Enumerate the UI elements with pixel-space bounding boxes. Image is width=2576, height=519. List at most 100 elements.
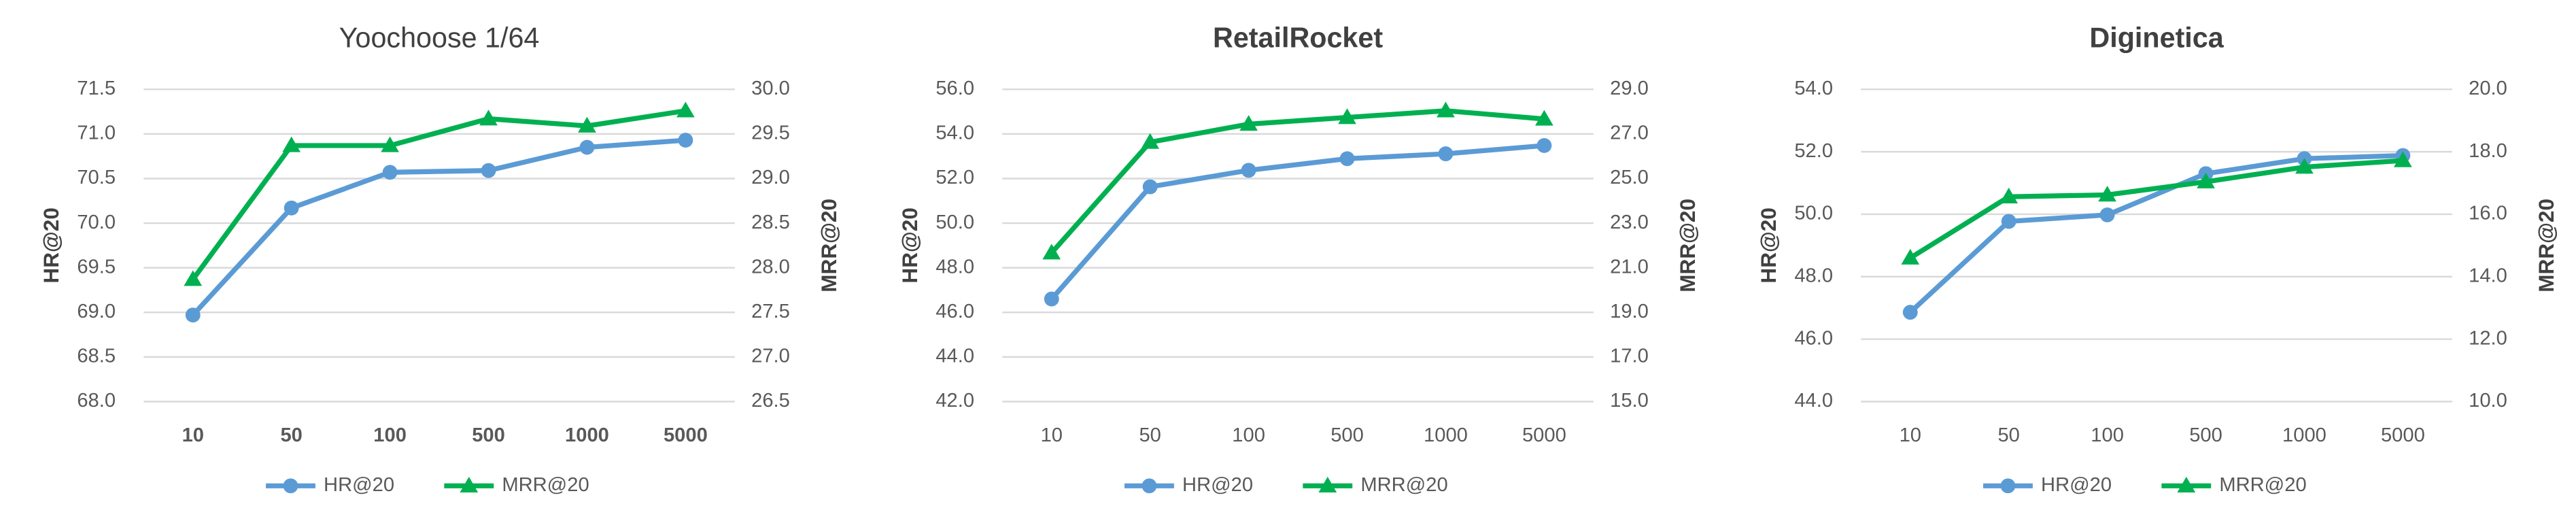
- y-tick-label: 71.5: [77, 78, 116, 99]
- series-line: [190, 108, 686, 281]
- series-line: [1050, 143, 1545, 301]
- y-tick-label: 68.0: [77, 390, 116, 412]
- y2-tick-label: 25.0: [1610, 167, 1649, 188]
- y2-tick-label: 28.5: [751, 212, 790, 233]
- y2-tick-label: 30.0: [751, 78, 790, 99]
- chart: Yoochoose 1/64 68.0 68.5 69.0 69.5 70.0 70.5 71…: [39, 22, 841, 496]
- marker: [1535, 110, 1553, 126]
- legend-label: MRR@20: [2219, 474, 2306, 496]
- marker: [185, 307, 201, 323]
- y-axis-title: HR@20: [897, 207, 922, 283]
- x-tick-label: 10: [1041, 424, 1063, 446]
- legend-label: HR@20: [2041, 474, 2112, 496]
- y-tick-label: 54.0: [1794, 78, 1833, 99]
- marker: [2394, 151, 2412, 167]
- y-tick-label: 50.0: [1794, 203, 1833, 224]
- y2-tick-label: 16.0: [2469, 203, 2507, 224]
- legend-label: MRR@20: [1360, 474, 1447, 496]
- y2-tick-label: 12.0: [2469, 327, 2507, 349]
- marker: [1999, 187, 2019, 203]
- y-tick-label: 44.0: [1794, 390, 1833, 412]
- x-tick-label: 50: [280, 424, 302, 446]
- y2-axis-title: MRR@20: [2534, 199, 2558, 292]
- x-tick-label: 100: [1232, 424, 1265, 446]
- y-tick-label: 44.0: [935, 346, 974, 367]
- x-tick-label: 1000: [2282, 424, 2326, 446]
- marker: [1338, 108, 1356, 124]
- x-tick-label: 100: [2091, 424, 2124, 446]
- y-tick-label: 70.5: [77, 167, 116, 188]
- y-tick-label: 46.0: [935, 301, 974, 322]
- marker: [1141, 133, 1160, 149]
- marker: [678, 133, 693, 148]
- marker: [1902, 305, 1918, 320]
- y-tick-label: 48.0: [935, 256, 974, 278]
- y2-tick-label: 23.0: [1610, 212, 1649, 233]
- chart-title: Yoochoose 1/64: [339, 22, 540, 53]
- marker: [579, 139, 595, 155]
- y2-tick-label: 21.0: [1610, 256, 1649, 278]
- y-tick-label: 69.5: [77, 256, 116, 278]
- x-tick-label: 10: [1900, 424, 1921, 446]
- marker: [1437, 101, 1455, 118]
- x-tick-label: 500: [2189, 424, 2222, 446]
- y-tick-label: 50.0: [935, 212, 974, 233]
- y2-tick-label: 29.0: [751, 167, 790, 188]
- y2-tick-label: 19.0: [1610, 301, 1649, 322]
- y-tick-label: 70.0: [77, 212, 116, 233]
- marker: [382, 165, 398, 180]
- marker: [479, 110, 498, 126]
- y2-tick-label: 28.0: [751, 256, 790, 278]
- marker: [282, 136, 301, 152]
- x-tick-label: 1000: [565, 424, 609, 446]
- y2-axis-title: MRR@20: [817, 199, 841, 292]
- legend-marker: [1318, 476, 1337, 492]
- legend-label: HR@20: [324, 474, 394, 496]
- chart-title: Diginetica: [2089, 22, 2224, 53]
- y-tick-label: 56.0: [935, 78, 974, 99]
- y-tick-label: 48.0: [1794, 265, 1833, 286]
- y-tick-label: 42.0: [935, 390, 974, 412]
- series-line: [191, 137, 686, 317]
- y2-tick-label: 27.0: [1610, 122, 1649, 144]
- y2-tick-label: 18.0: [2469, 140, 2507, 162]
- chart: Diginetica 44.0 46.0 48.0 50.0 52.0 54.0 10.0 12…: [1756, 22, 2558, 496]
- marker: [2001, 214, 2016, 229]
- x-tick-label: 10: [182, 424, 204, 446]
- x-tick-label: 5000: [2381, 424, 2425, 446]
- marker: [676, 101, 695, 118]
- y2-tick-label: 27.0: [751, 346, 790, 367]
- marker: [1239, 115, 1258, 131]
- legend-marker: [460, 476, 479, 492]
- y-tick-label: 52.0: [935, 167, 974, 188]
- marker: [2098, 186, 2116, 202]
- marker: [1142, 179, 1158, 195]
- chart: RetailRocket 42.0 44.0 46.0 48.0 50.0 52.0 54.0…: [897, 22, 1700, 496]
- y-tick-label: 69.0: [77, 301, 116, 322]
- marker: [2295, 158, 2314, 174]
- y2-tick-label: 14.0: [2469, 265, 2507, 286]
- marker: [184, 270, 203, 286]
- legend-label: MRR@20: [502, 474, 589, 496]
- x-tick-label: 500: [472, 424, 505, 446]
- y2-tick-label: 15.0: [1610, 390, 1649, 412]
- marker: [1438, 146, 1454, 162]
- y2-tick-label: 29.5: [751, 122, 790, 144]
- x-tick-label: 50: [1997, 424, 2019, 446]
- marker: [1042, 244, 1061, 260]
- chart-title: RetailRocket: [1213, 22, 1383, 53]
- marker: [481, 163, 496, 178]
- marker: [1536, 138, 1552, 153]
- series-line: [1908, 158, 2403, 261]
- y2-tick-label: 27.5: [751, 301, 790, 322]
- y-axis-title: HR@20: [1756, 207, 1781, 283]
- x-tick-label: 500: [1330, 424, 1364, 446]
- y-tick-label: 46.0: [1794, 327, 1833, 349]
- y2-tick-label: 29.0: [1610, 78, 1649, 99]
- y-axis-title: HR@20: [39, 207, 63, 283]
- y-tick-label: 71.0: [77, 122, 116, 144]
- y2-tick-label: 10.0: [2469, 390, 2507, 412]
- x-tick-label: 1000: [1424, 424, 1468, 446]
